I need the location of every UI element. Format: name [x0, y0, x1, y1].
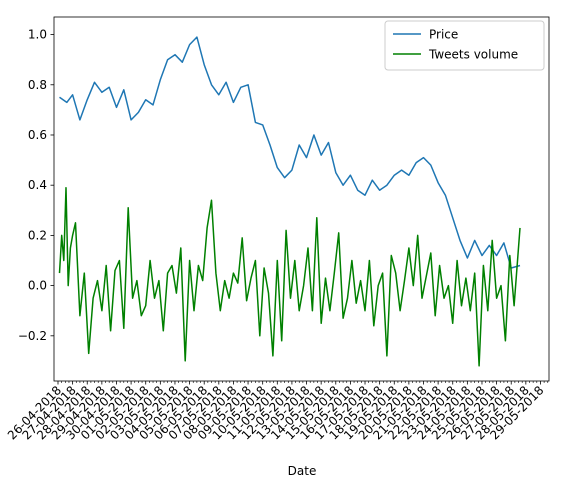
y-tick-label: 0.2 — [28, 228, 47, 242]
legend-label: Price — [429, 28, 458, 42]
price-series-line — [59, 36, 521, 269]
tweets-volume-series-line — [58, 186, 521, 367]
plot-frame — [53, 16, 550, 382]
legend-label: Tweets volume — [428, 48, 518, 62]
series-layer — [58, 36, 521, 367]
y-tick-label: 0.8 — [28, 78, 47, 92]
y-tick-label: −0.2 — [18, 329, 47, 343]
y-tick-label: 0.6 — [28, 128, 47, 142]
y-axis: −0.2 0.0 0.2 0.4 0.6 0.8 1.0 — [18, 28, 54, 343]
x-axis-label: Date — [288, 464, 317, 478]
y-tick-label: 1.0 — [28, 28, 47, 42]
legend: Price Tweets volume — [384, 20, 545, 71]
plot-area — [53, 16, 550, 382]
y-tick-label: 0.4 — [28, 178, 47, 192]
x-axis: 26-04-201827-04-201828-04-201829-04-2018… — [5, 381, 549, 442]
y-tick-label: 0.0 — [28, 279, 47, 293]
legend-box — [384, 20, 545, 71]
